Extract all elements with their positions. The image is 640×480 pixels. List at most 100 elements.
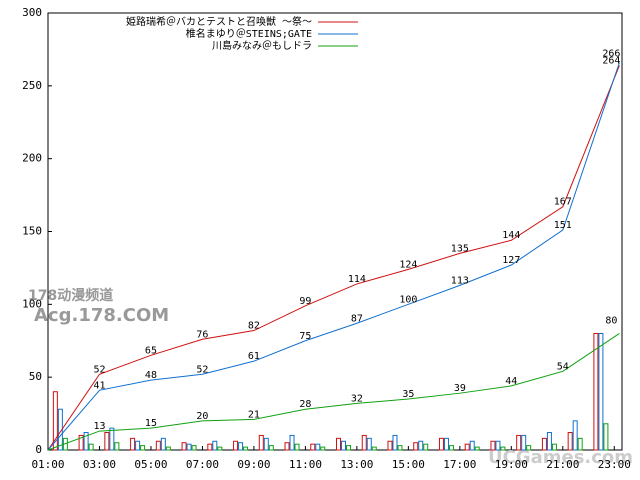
data-label: 52 <box>196 364 208 375</box>
x-tick-label: 19:00 <box>495 458 528 471</box>
x-tick-label: 15:00 <box>392 458 425 471</box>
watermark: Acg.178.COM <box>34 305 169 326</box>
data-label: 21 <box>248 409 260 420</box>
data-label: 32 <box>351 393 363 404</box>
data-label: 54 <box>557 361 569 372</box>
x-tick-label: 07:00 <box>186 458 219 471</box>
bar <box>140 445 146 451</box>
x-tick-label: 17:00 <box>443 458 476 471</box>
watermark: 178动漫频道 <box>28 287 113 304</box>
data-label: 144 <box>502 230 520 241</box>
data-label: 65 <box>145 345 157 356</box>
data-label: 99 <box>299 296 311 307</box>
bar <box>598 332 604 451</box>
bar <box>423 443 429 451</box>
y-tick-label: 0 <box>35 443 42 456</box>
bar <box>310 443 316 451</box>
bar <box>130 437 136 451</box>
bar <box>418 440 424 451</box>
bar <box>551 443 557 451</box>
bar <box>526 445 532 451</box>
bar <box>443 437 449 451</box>
bar <box>516 434 522 451</box>
bar <box>567 432 573 451</box>
bar <box>83 432 89 451</box>
bar <box>135 440 141 451</box>
data-label: 52 <box>93 364 105 375</box>
bar <box>78 434 84 451</box>
series-line <box>47 65 620 451</box>
data-label: 28 <box>299 399 311 410</box>
x-tick-label: 21:00 <box>546 458 579 471</box>
data-label: 44 <box>505 376 517 387</box>
legend-label: 椎名まゆり＠STEINS;GATE <box>186 27 312 40</box>
bar <box>371 446 377 451</box>
bar <box>387 440 393 451</box>
bar <box>233 440 239 451</box>
bar <box>495 440 501 451</box>
bar <box>191 445 197 451</box>
bar <box>593 332 599 451</box>
bar <box>284 442 290 451</box>
data-label: 80 <box>605 315 617 326</box>
bar <box>243 446 249 451</box>
x-tick-label: 03:00 <box>83 458 116 471</box>
bar <box>546 432 552 451</box>
bar <box>104 432 110 451</box>
bar <box>114 442 120 451</box>
y-tick-label: 300 <box>22 6 42 19</box>
bar <box>469 440 475 451</box>
bar <box>413 442 419 451</box>
data-label: 114 <box>348 274 366 285</box>
bar <box>603 423 609 451</box>
data-label: 87 <box>351 313 363 324</box>
bar <box>268 445 274 451</box>
bar <box>464 443 470 451</box>
x-tick-label: 05:00 <box>134 458 167 471</box>
y-tick-label: 50 <box>29 370 42 383</box>
data-label: 264 <box>602 55 620 66</box>
data-label: 48 <box>145 370 157 381</box>
bar <box>341 440 347 451</box>
x-tick-label: 11:00 <box>289 458 322 471</box>
x-tick-label: 23:00 <box>598 458 631 471</box>
bar <box>392 434 398 451</box>
y-tick-label: 200 <box>22 152 42 165</box>
data-label: 151 <box>554 220 572 231</box>
data-label: 39 <box>454 383 466 394</box>
bar <box>160 437 166 451</box>
data-label: 127 <box>502 255 520 266</box>
y-tick-label: 150 <box>22 225 42 238</box>
bar <box>448 445 454 451</box>
bar <box>397 445 403 451</box>
data-label: 20 <box>196 411 208 422</box>
bar <box>186 443 192 451</box>
data-label: 41 <box>93 380 105 391</box>
bar <box>155 440 161 451</box>
bar <box>217 446 223 451</box>
data-label: 124 <box>399 259 417 270</box>
data-label: 75 <box>299 331 311 342</box>
watermark: UCGames.com <box>488 447 633 468</box>
plot-frame <box>47 12 623 451</box>
bar <box>361 434 367 451</box>
legend-label: 姫路瑞希＠バカとテストと召喚獣 ～祭～ <box>126 15 312 28</box>
bar <box>500 446 506 451</box>
bar <box>474 446 480 451</box>
data-label: 135 <box>451 243 469 254</box>
bar <box>541 437 547 451</box>
bar <box>212 440 218 451</box>
bar <box>577 437 583 451</box>
bar <box>52 391 58 451</box>
data-label: 266 <box>602 49 620 60</box>
bar <box>263 437 269 451</box>
series-line <box>47 62 620 451</box>
bar <box>572 420 578 451</box>
bar <box>88 443 94 451</box>
data-label: 100 <box>399 294 417 305</box>
bar <box>181 442 187 451</box>
data-label: 82 <box>248 321 260 332</box>
bar <box>366 437 372 451</box>
bar <box>438 437 444 451</box>
bar <box>346 445 352 451</box>
